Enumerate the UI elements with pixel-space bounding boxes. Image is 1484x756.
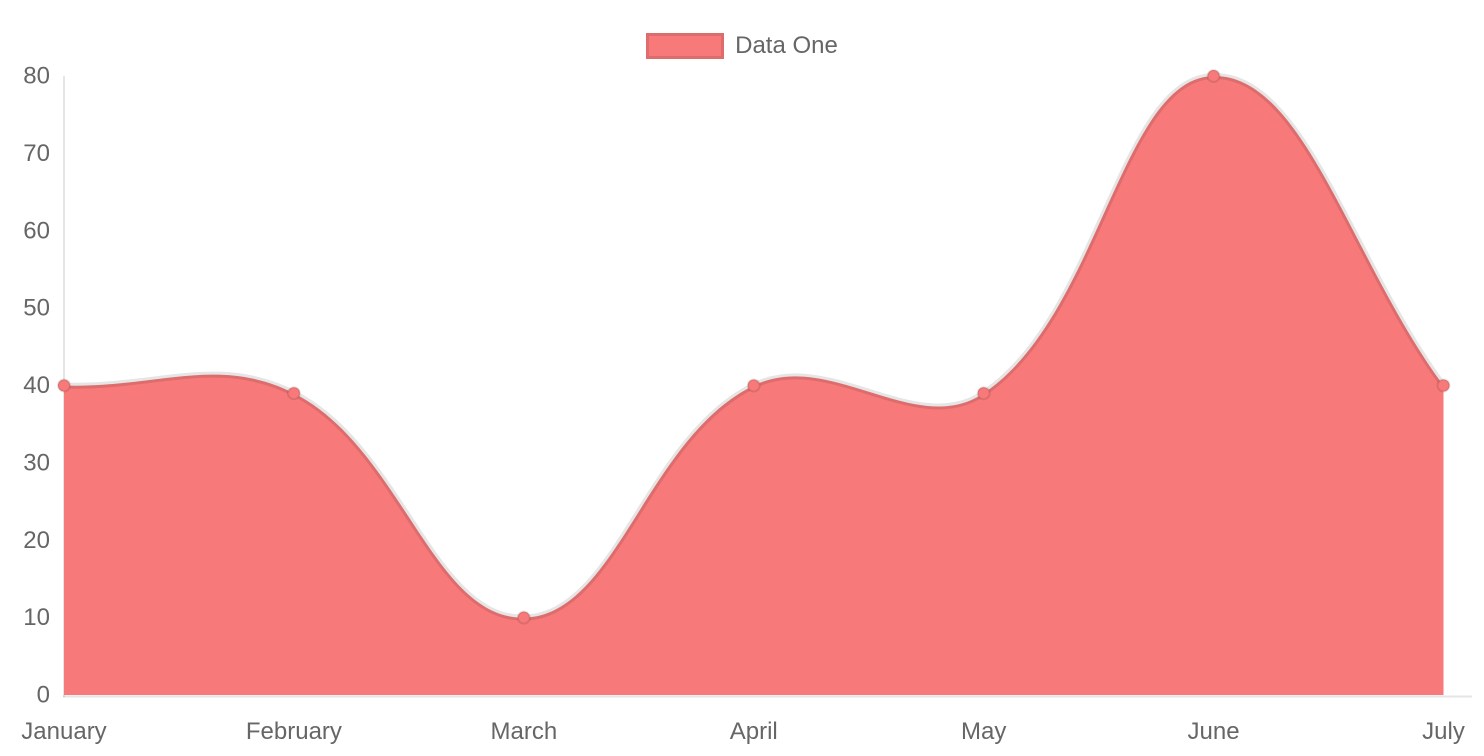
legend-item-data-one[interactable]: Data One: [646, 33, 838, 59]
legend-label: Data One: [735, 32, 838, 59]
data-point[interactable]: [1436, 378, 1451, 393]
y-axis-tick-label: 70: [23, 140, 50, 167]
y-axis-tick-label: 30: [23, 449, 50, 476]
data-point[interactable]: [1206, 69, 1221, 83]
series-area[interactable]: [64, 75, 1444, 696]
y-axis-tick-label: 10: [23, 604, 50, 631]
data-point[interactable]: [286, 386, 301, 401]
x-axis-tick-label: January: [21, 718, 106, 745]
y-axis-tick-label: 80: [23, 63, 50, 90]
x-axis-tick-label: April: [730, 718, 778, 745]
x-axis-tick-label: March: [490, 718, 557, 745]
data-point[interactable]: [746, 378, 761, 393]
x-axis-tick-label: May: [961, 718, 1006, 745]
x-axis-tick-label: June: [1188, 718, 1240, 745]
series-line[interactable]: [63, 72, 1446, 621]
chart-legend: Data One: [0, 33, 1484, 59]
x-axis-tick-label: February: [246, 718, 342, 745]
y-axis-tick-label: 0: [37, 682, 50, 709]
x-axis-tick-label: July: [1422, 718, 1465, 745]
y-axis-tick-label: 50: [23, 295, 50, 322]
data-point[interactable]: [516, 610, 531, 625]
y-axis-tick-label: 40: [23, 372, 50, 399]
data-point[interactable]: [976, 386, 991, 401]
y-axis-tick-label: 60: [23, 217, 50, 244]
legend-swatch: [646, 33, 725, 59]
data-point[interactable]: [57, 378, 71, 393]
y-axis-tick-label: 20: [23, 527, 50, 554]
